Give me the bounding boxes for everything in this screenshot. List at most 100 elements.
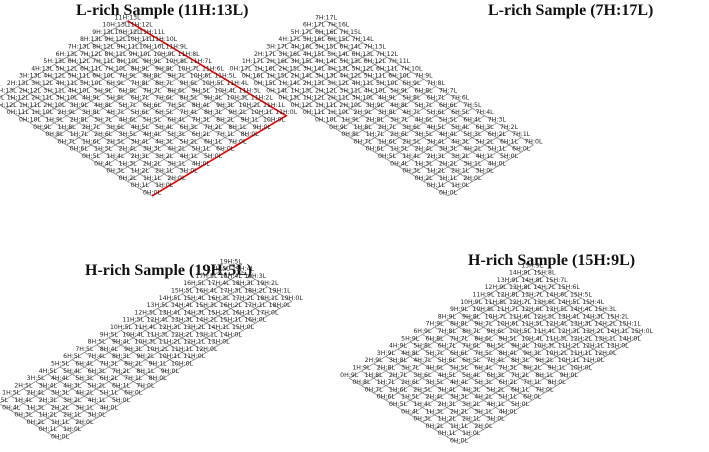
lattice-edge-l	[423, 108, 436, 117]
node-label: 10H:3L	[533, 343, 556, 350]
lattice-edge-l	[374, 151, 388, 160]
node-label: 4H:7L	[413, 357, 432, 364]
lattice-edge-l	[103, 78, 116, 87]
lattice-edge-h	[176, 56, 189, 65]
lattice-edge-h	[133, 388, 146, 397]
lattice-edge-l	[605, 326, 618, 335]
lattice-edge-h	[249, 115, 262, 124]
lattice-edge-l	[410, 399, 423, 408]
node-label: 14H:3L	[183, 309, 206, 316]
lattice-edge-h	[115, 64, 128, 73]
node-label: 6H:5L	[155, 109, 174, 116]
lattice-edge-h	[164, 122, 177, 131]
node-label: 5H:6L	[438, 357, 457, 364]
lattice-edge-h	[544, 385, 557, 394]
lattice-edge-h	[277, 71, 290, 80]
node-label: 4H:9L	[82, 95, 101, 102]
node-label: 5H:5L	[51, 361, 70, 368]
node-label: 9H:9L	[450, 306, 469, 313]
lattice-edge-h	[460, 166, 473, 175]
lattice-edge-h	[164, 137, 177, 146]
lattice-edge-h	[397, 356, 411, 365]
lattice-edge-l	[435, 129, 449, 138]
lattice-edge-h	[495, 356, 508, 365]
lattice-edge-h	[411, 166, 424, 175]
lattice-edge-l	[230, 279, 244, 288]
node-label: 15H:4L	[183, 295, 206, 302]
node-label: 1H:4L	[106, 153, 125, 160]
lattice-labels: 0H:0L0H:1L0H:2L0H:3L0H:4L0H:5L0H:6L0H:7L…	[0, 14, 298, 196]
lattice-edge-h	[0, 395, 12, 404]
lattice-edge-l	[446, 348, 460, 357]
node-label: 11H:0L	[183, 353, 206, 360]
lattice-edge-h	[151, 144, 165, 153]
node-label: 5H:3L	[463, 131, 482, 138]
lattice-edge-h	[139, 108, 153, 117]
node-label: 13H:9L	[497, 277, 520, 284]
lattice-edge-l	[108, 366, 122, 375]
lattice-edge-l	[176, 122, 189, 131]
lattice-edge-h	[35, 403, 48, 412]
node-label: 9H:4L	[511, 343, 530, 350]
lattice-edge-l	[90, 144, 104, 153]
node-label: 10H:2L	[546, 350, 569, 357]
lattice-edge-l	[289, 42, 302, 51]
node-label: 0H:3L	[413, 416, 432, 423]
lattice-edge-l	[206, 293, 219, 302]
lattice-edge-h	[188, 151, 201, 160]
lattice-edge-h	[349, 370, 362, 379]
lattice-edge-h	[434, 377, 447, 386]
lattice-edge-h	[325, 115, 339, 124]
node-label: 7H:0L	[535, 386, 554, 393]
node-label: 7H:0L	[524, 138, 543, 145]
node-label: 6H:13L	[56, 51, 79, 58]
lattice-edge-l	[35, 425, 48, 434]
lattice-edge-l	[519, 348, 533, 357]
lattice-edge-h	[532, 334, 545, 343]
lattice-edge-l	[484, 144, 497, 153]
lattice-edge-h	[42, 64, 55, 73]
lattice-edge-h	[29, 100, 43, 109]
node-label: 3H:0L	[476, 168, 495, 175]
node-label: 5H:0L	[500, 153, 519, 160]
node-label: 5H:3L	[474, 379, 493, 386]
lattice-edge-h	[410, 377, 423, 386]
lattice-edge-h	[139, 137, 153, 146]
lattice-edge-h	[72, 395, 85, 404]
lattice-edge-l	[397, 377, 411, 386]
node-label: 12H:0L	[594, 350, 617, 357]
node-label: 15H:8L	[533, 270, 556, 277]
node-label: 4H:16L	[291, 44, 314, 51]
lattice-edge-h	[472, 159, 485, 168]
node-label: 5H:4L	[63, 368, 82, 375]
lattice-edge-l	[145, 315, 158, 324]
lattice-edge-h	[472, 115, 485, 124]
lattice-edge-h	[127, 129, 140, 138]
lattice-edge-h	[133, 315, 146, 324]
lattice-edge-l	[472, 137, 485, 146]
lattice-edge-h	[103, 129, 116, 138]
lattice-edge-l	[115, 159, 128, 168]
node-label: 4H:2L	[75, 390, 94, 397]
lattice-edge-h	[350, 86, 363, 95]
lattice-edge-h	[411, 151, 424, 160]
node-label: 7H:6L	[462, 343, 481, 350]
lattice-edge-l	[139, 173, 153, 182]
lattice-edge-l	[495, 363, 508, 372]
node-label: 6H:3L	[487, 372, 506, 379]
lattice-edge-l	[483, 326, 496, 335]
lattice-edge-l	[78, 122, 92, 131]
node-label: 10H:3L	[226, 95, 249, 102]
lattice-edge-l	[151, 122, 165, 131]
node-label: 8H:1L	[228, 124, 247, 131]
node-label: 7H:12L	[80, 51, 103, 58]
lattice-edge-l	[206, 337, 219, 346]
lattice-edge-h	[422, 356, 435, 365]
lattice-edge-h	[423, 159, 436, 168]
lattice-edge-h	[90, 78, 104, 87]
lattice-edge-h	[200, 144, 214, 153]
node-label: 2H:1L	[63, 412, 82, 419]
lattice-edge-h	[127, 27, 140, 36]
lattice-edge-h	[484, 151, 497, 160]
lattice-edge-l	[434, 370, 447, 379]
